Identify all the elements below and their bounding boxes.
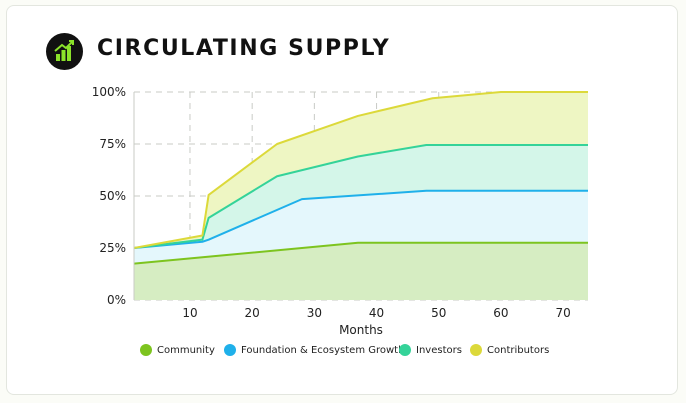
area-contributors	[134, 92, 588, 248]
y-tick-label: 75%	[99, 137, 126, 151]
line-investors	[133, 144, 588, 249]
logo-badge	[46, 33, 83, 70]
x-tick-label: 70	[555, 306, 570, 320]
axis-layer: 0% 25% 50% 75% 100% 10 20 30 40 50 60 70 Months	[92, 85, 571, 337]
area-community	[134, 242, 588, 300]
x-tick-label: 50	[431, 306, 446, 320]
line-community	[133, 241, 588, 265]
y-tick-label: 0%	[107, 293, 126, 307]
area-foundation	[134, 190, 588, 264]
y-tick-label: 50%	[99, 189, 126, 203]
line-layer	[133, 91, 588, 265]
x-tick-label: 40	[369, 306, 384, 320]
x-tick-label: 30	[307, 306, 322, 320]
x-tick-label: 60	[493, 306, 508, 320]
line-foundation	[133, 189, 588, 249]
chart-title: CIRCULATING SUPPLY	[97, 36, 391, 61]
chart-growth-icon	[54, 40, 74, 61]
x-tick-label: 10	[182, 306, 197, 320]
x-axis-label: Months	[339, 323, 383, 337]
line-contributors	[133, 91, 588, 249]
y-tick-label: 25%	[99, 241, 126, 255]
x-tick-label: 20	[245, 306, 260, 320]
y-tick-label: 100%	[92, 85, 126, 99]
